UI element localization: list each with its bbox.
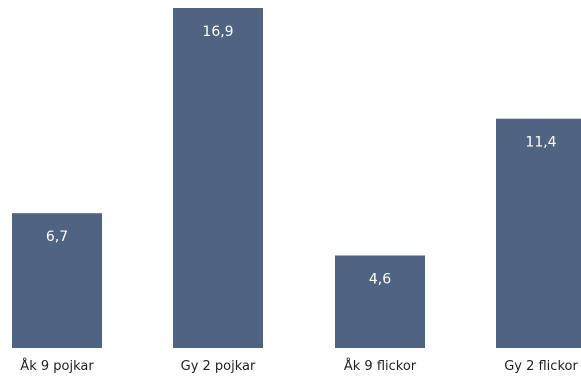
bars-layer	[12, 8, 581, 348]
value-labels-layer: 6,7 16,9 4,6 11,4	[46, 24, 557, 288]
category-label-2: Gy 2 pojkar	[181, 359, 256, 374]
bar-value-label-2: 16,9	[202, 24, 233, 40]
bar-1	[12, 213, 102, 348]
category-label-1: Åk 9 pojkar	[20, 358, 94, 374]
bar-3	[335, 255, 425, 348]
bar-value-label-1: 6,7	[46, 229, 68, 245]
bar-value-label-3: 4,6	[369, 272, 391, 288]
bar-value-label-4: 11,4	[525, 135, 556, 151]
bar-4	[496, 118, 581, 348]
bar-2	[173, 8, 263, 348]
category-labels-layer: Åk 9 pojkar Gy 2 pojkar Åk 9 flickor Gy 2 f…	[20, 358, 578, 374]
category-label-3: Åk 9 flickor	[344, 358, 417, 374]
category-label-4: Gy 2 flickor	[504, 359, 578, 374]
